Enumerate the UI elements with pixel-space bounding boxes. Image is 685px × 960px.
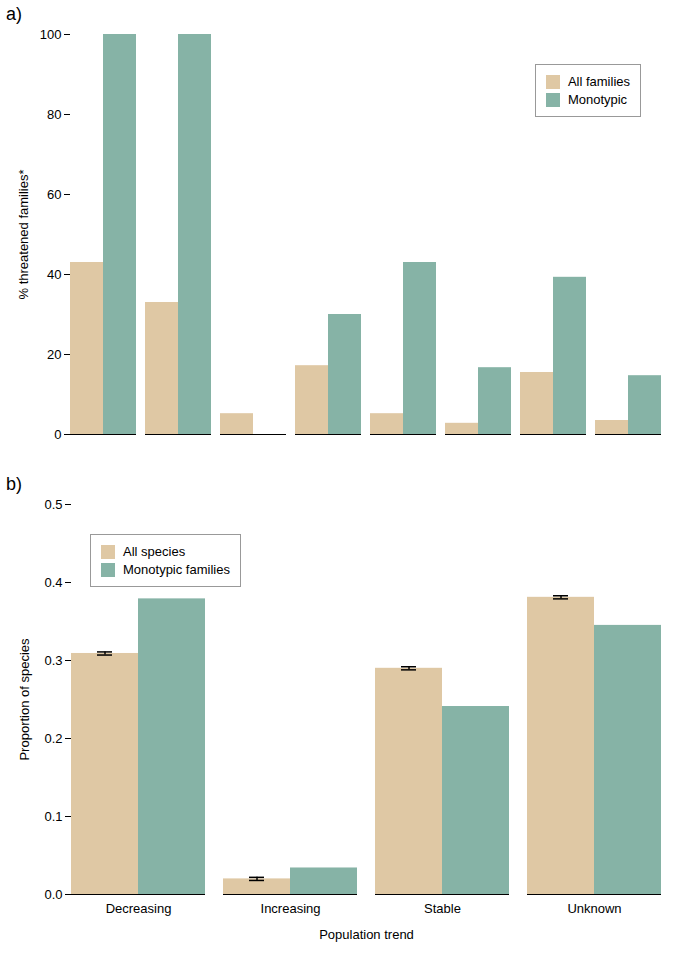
svg-text:Proportion of species: Proportion of species [17, 638, 32, 761]
svg-text:Increasing: Increasing [261, 901, 321, 916]
html-text:b): b) [6, 474, 22, 494]
svg-text:% threatened families*: % threatened families* [16, 169, 31, 299]
svg-text:100: 100 [40, 27, 62, 42]
svg-text:Unknown: Unknown [567, 901, 621, 916]
svg-text:0: 0 [54, 427, 61, 442]
svg-text:0.3: 0.3 [44, 653, 62, 668]
html-text:All families: All families [567, 74, 630, 89]
svg-text:20: 20 [47, 347, 61, 362]
html-text:Monotypic families: Monotypic families [123, 562, 230, 577]
html-text:Monotypic: Monotypic [567, 92, 628, 107]
svg-text:Stable: Stable [424, 901, 461, 916]
svg-text:0.4: 0.4 [44, 575, 62, 590]
svg-text:0.0: 0.0 [44, 887, 62, 902]
html-text:All species: All species [123, 544, 186, 559]
svg-text:0.5: 0.5 [44, 497, 62, 512]
html-text:a): a) [6, 4, 22, 24]
svg-text:0.1: 0.1 [44, 809, 62, 824]
svg-text:Decreasing: Decreasing [106, 901, 172, 916]
svg-text:Population trend: Population trend [319, 927, 414, 942]
svg-text:80: 80 [47, 107, 61, 122]
svg-text:0.2: 0.2 [44, 731, 62, 746]
svg-text:60: 60 [47, 187, 61, 202]
svg-text:40: 40 [47, 267, 61, 282]
